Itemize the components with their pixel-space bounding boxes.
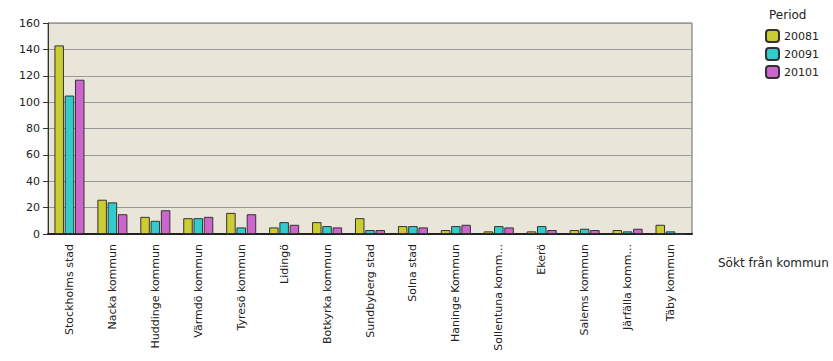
svg-text:20101: 20101 [784,66,819,79]
svg-text:Period: Period [769,8,806,22]
svg-text:Sundbyberg stad: Sundbyberg stad [364,244,377,338]
svg-text:Botkyrka kommun: Botkyrka kommun [321,244,334,344]
svg-text:Täby kommun: Täby kommun [664,244,677,322]
svg-text:Solna stad: Solna stad [406,244,419,302]
svg-text:100: 100 [19,96,40,109]
svg-text:Lidingö: Lidingö [278,244,291,284]
svg-text:20: 20 [26,201,40,214]
svg-text:Ekerö: Ekerö [535,244,548,275]
svg-text:Stockholms stad: Stockholms stad [63,244,76,335]
svg-text:Sollentuna komm...: Sollentuna komm... [492,244,505,351]
svg-text:20081: 20081 [784,30,819,43]
svg-text:Tyresö kommun: Tyresö kommun [235,244,248,332]
svg-text:60: 60 [26,148,40,161]
svg-text:Nacka kommun: Nacka kommun [106,244,119,330]
svg-text:20091: 20091 [784,48,819,61]
svg-text:140: 140 [19,43,40,56]
svg-text:Sökt från kommun: Sökt från kommun [718,256,829,270]
svg-text:0: 0 [33,228,40,241]
svg-text:Haninge Kommun: Haninge Kommun [449,244,462,342]
svg-text:Järfälla komm...: Järfälla komm... [621,244,634,331]
svg-text:Värmdö kommun: Värmdö kommun [192,244,205,338]
svg-text:Huddinge kommun: Huddinge kommun [149,244,162,349]
svg-text:40: 40 [26,175,40,188]
svg-text:160: 160 [19,17,40,30]
svg-text:80: 80 [26,122,40,135]
svg-text:Salems kommun: Salems kommun [578,244,591,336]
svg-text:120: 120 [19,69,40,82]
